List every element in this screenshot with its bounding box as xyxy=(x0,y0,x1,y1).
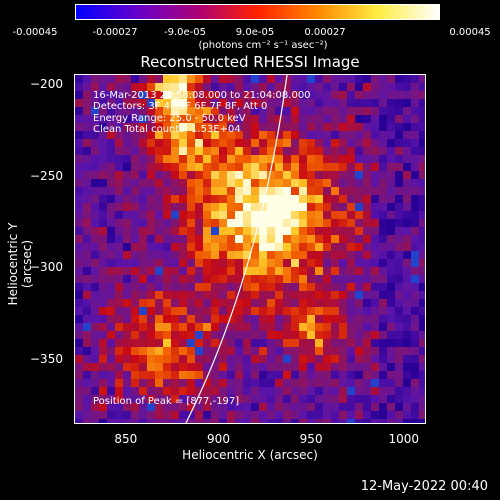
peak-label: Position of Peak = [877,-197] xyxy=(93,396,240,407)
timestamp: 12-May-2022 00:40 xyxy=(360,479,488,494)
y-axis-label: Heliocentric Y (arcsec) xyxy=(6,222,34,306)
colorbar xyxy=(75,4,440,20)
colorbar-tick: -0.00045 xyxy=(12,27,58,38)
colorbar-tick: -0.00027 xyxy=(92,27,138,38)
x-axis-label: Heliocentric X (arcsec) xyxy=(182,448,318,462)
colorbar-units: (photons cm⁻² s⁻¹ asec⁻²) xyxy=(198,40,328,51)
colorbar-tick: 0.00045 xyxy=(449,27,491,38)
plot-area xyxy=(74,74,426,424)
x-tick-label: 950 xyxy=(299,432,323,446)
colorbar-tick: -9.0e-05 xyxy=(164,27,206,38)
annotation-time: 16-Mar-2013 20:58:08.000 to 21:04:08.000 xyxy=(93,90,311,101)
annotation-clean: Clean Total counts: 1.53E+04 xyxy=(93,124,241,135)
chart-title: Reconstructed RHESSI Image xyxy=(140,53,360,71)
x-tick-label: 1000 xyxy=(388,432,420,446)
x-tick-label: 900 xyxy=(207,432,230,446)
y-tick-label: −250 xyxy=(30,168,63,183)
annotation-detectors: Detectors: 3F 4F 5F 6F 7F 8F, Att 0 xyxy=(93,101,268,112)
solar-limb-line xyxy=(185,75,288,423)
colorbar-tick: 9.0e-05 xyxy=(235,27,275,38)
x-tick-label: 850 xyxy=(114,432,138,446)
y-tick-label: −200 xyxy=(30,76,63,91)
y-tick-label: −350 xyxy=(30,351,63,366)
heatmap-image xyxy=(75,75,425,423)
annotation-energy: Energy Range: 25.0 - 50.0 keV xyxy=(93,113,246,124)
colorbar-tick: 0.00027 xyxy=(304,27,346,38)
y-tick-label: −300 xyxy=(30,260,63,275)
